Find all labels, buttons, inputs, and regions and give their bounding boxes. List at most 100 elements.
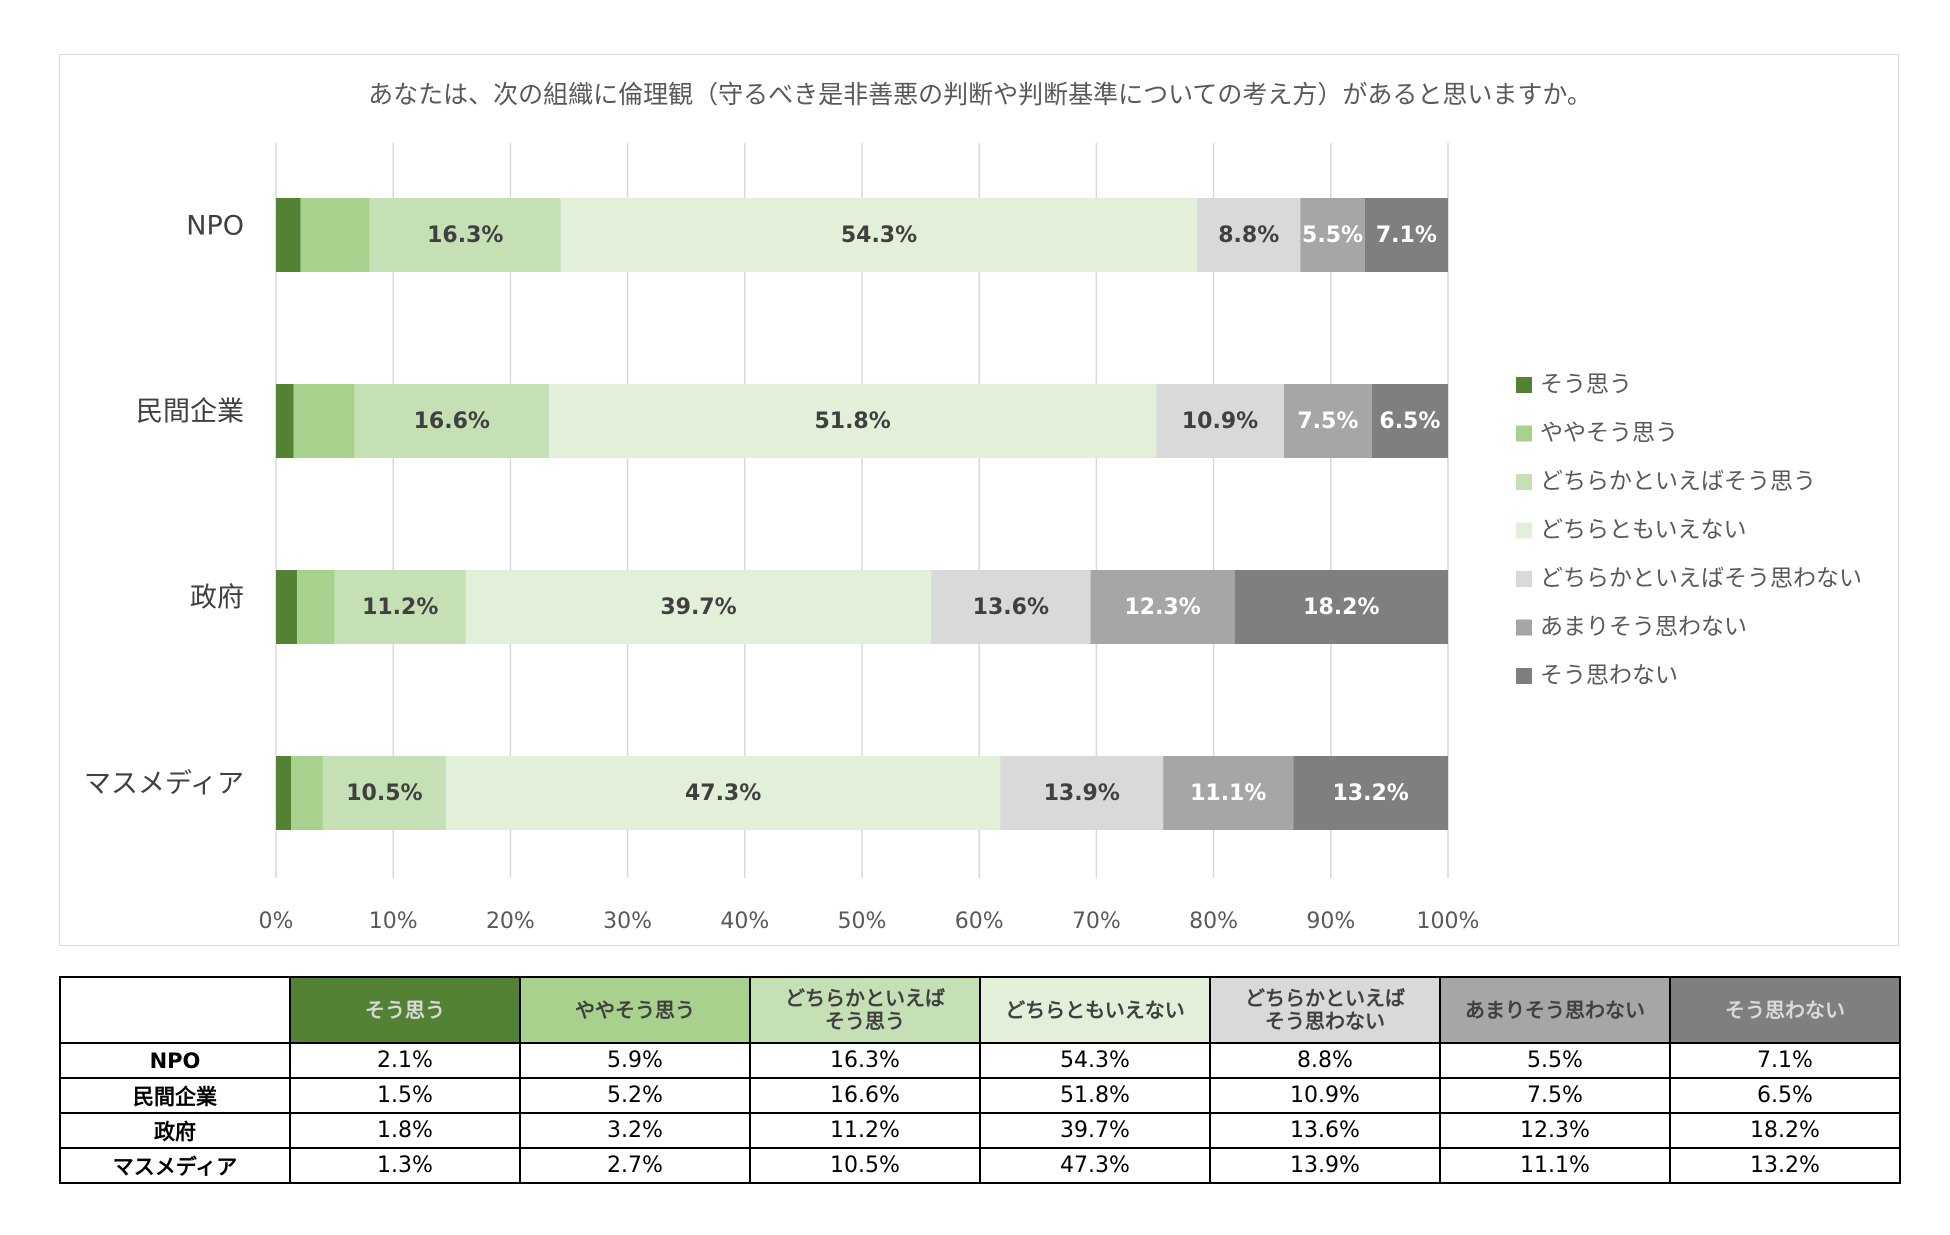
- x-tick-label: 70%: [1072, 909, 1121, 934]
- y-category-label: マスメディア: [84, 769, 244, 800]
- table-cell: 8.8%: [1209, 1042, 1441, 1079]
- data-label: 51.8%: [814, 409, 890, 434]
- legend-swatch: [1516, 474, 1532, 490]
- bar-segment: [1364, 198, 1448, 272]
- bar-segment: [354, 384, 550, 458]
- bar-segment: [1283, 384, 1372, 458]
- bar-segment: [465, 570, 932, 644]
- bar-segment: [369, 198, 561, 272]
- legend-swatch: [1516, 377, 1532, 393]
- data-table-header-cell: どちらかといえば そう思う: [749, 976, 981, 1044]
- legend-label: どちらかといえばそう思う: [1540, 469, 1816, 495]
- x-tick-label: 60%: [955, 909, 1004, 934]
- data-label: 7.5%: [1297, 409, 1358, 434]
- bar-segment: [1300, 198, 1365, 272]
- x-tick-label: 10%: [369, 909, 418, 934]
- table-cell: 47.3%: [979, 1147, 1211, 1184]
- data-table-header-cell: そう思う: [289, 976, 521, 1044]
- bar-segment: [297, 570, 335, 644]
- legend-label: そう思わない: [1540, 663, 1678, 689]
- table-cell: 11.1%: [1439, 1147, 1671, 1184]
- data-table-body: NPO 2.1% 5.9% 16.3% 54.3% 8.8% 5.5% 7.1% 民間企業 1.5…: [59, 1042, 1901, 1184]
- table-cell: 7.5%: [1439, 1077, 1671, 1114]
- legend-label: どちらかといえばそう思わない: [1540, 566, 1862, 592]
- x-tick-label: 20%: [486, 909, 535, 934]
- data-label: 54.3%: [841, 223, 917, 248]
- table-row: NPO 2.1% 5.9% 16.3% 54.3% 8.8% 5.5% 7.1%: [59, 1042, 1901, 1079]
- table-row-label: NPO: [59, 1042, 291, 1079]
- table-cell: 10.5%: [749, 1147, 981, 1184]
- legend-swatch: [1516, 571, 1532, 587]
- data-label: 18.2%: [1303, 595, 1379, 620]
- table-cell: 51.8%: [979, 1077, 1211, 1114]
- bar-segment: [276, 756, 292, 830]
- table-row-label: 民間企業: [59, 1077, 291, 1114]
- data-label: 39.7%: [660, 595, 736, 620]
- legend-label: ややそう思う: [1540, 420, 1678, 446]
- y-category-label: 民間企業: [136, 397, 244, 428]
- table-row-label: 政府: [59, 1112, 291, 1149]
- x-tick-label: 80%: [1189, 909, 1238, 934]
- bar-segment: [291, 756, 323, 830]
- bar-segment: [276, 570, 298, 644]
- x-tick-label: 30%: [603, 909, 652, 934]
- table-cell: 2.1%: [289, 1042, 521, 1079]
- data-table-header-cell: どちらかといえば そう思わない: [1209, 976, 1441, 1044]
- table-cell: 5.9%: [519, 1042, 751, 1079]
- bar-segment: [293, 384, 355, 458]
- table-cell: 54.3%: [979, 1042, 1211, 1079]
- table-cell: 16.3%: [749, 1042, 981, 1079]
- data-label: 7.1%: [1376, 223, 1437, 248]
- x-tick-label: 90%: [1306, 909, 1355, 934]
- table-cell: 11.2%: [749, 1112, 981, 1149]
- table-cell: 5.2%: [519, 1077, 751, 1114]
- data-label: 12.3%: [1124, 595, 1200, 620]
- table-row: マスメディア 1.3% 2.7% 10.5% 47.3% 13.9% 11.1% 13.2%: [59, 1147, 1901, 1184]
- table-cell: 18.2%: [1669, 1112, 1901, 1149]
- data-table-header-cell: そう思わない: [1669, 976, 1901, 1044]
- table-cell: 3.2%: [519, 1112, 751, 1149]
- table-cell: 5.5%: [1439, 1042, 1671, 1079]
- table-cell: 1.3%: [289, 1147, 521, 1184]
- data-table-corner-cell: [59, 976, 291, 1044]
- legend-swatch: [1516, 425, 1532, 442]
- x-tick-label: 100%: [1417, 909, 1480, 934]
- y-category-label: NPO: [186, 211, 244, 242]
- data-label: 16.3%: [427, 223, 503, 248]
- table-cell: 16.6%: [749, 1077, 981, 1114]
- table-cell: 2.7%: [519, 1147, 751, 1184]
- legend-swatch: [1516, 619, 1532, 636]
- data-label: 8.8%: [1218, 223, 1279, 248]
- table-cell: 7.1%: [1669, 1042, 1901, 1079]
- data-label: 6.5%: [1379, 409, 1440, 434]
- data-label: 13.9%: [1044, 781, 1120, 806]
- bar-segment: [560, 198, 1198, 272]
- table-row-label: マスメディア: [59, 1147, 291, 1184]
- table-cell: 13.6%: [1209, 1112, 1441, 1149]
- stacked-bar-chart: あなたは、次の組織に倫理観（守るべき是非善悪の判断や判断基準についての考え方）が…: [84, 80, 1862, 934]
- table-cell: 6.5%: [1669, 1077, 1901, 1114]
- legend-swatch: [1516, 668, 1532, 684]
- table-cell: 1.5%: [289, 1077, 521, 1114]
- data-table-header-row: そう思う ややそう思う どちらかといえば そう思う どちらともいえない どちらかといえば…: [59, 976, 1901, 1044]
- data-label: 13.2%: [1332, 781, 1408, 806]
- bar-segment: [276, 198, 301, 272]
- bar-segment: [1371, 384, 1448, 458]
- data-label: 10.9%: [1182, 409, 1258, 434]
- data-table: そう思う ややそう思う どちらかといえば そう思う どちらともいえない どちらかといえば…: [59, 976, 1901, 1184]
- x-tick-label: 0%: [259, 909, 294, 934]
- data-table-header-cell: どちらともいえない: [979, 976, 1211, 1044]
- legend-label: どちらともいえない: [1540, 517, 1747, 543]
- table-row: 民間企業 1.5% 5.2% 16.6% 51.8% 10.9% 7.5% 6.5%: [59, 1077, 1901, 1114]
- table-cell: 10.9%: [1209, 1077, 1441, 1114]
- chart-panel: あなたは、次の組織に倫理観（守るべき是非善悪の判断や判断基準についての考え方）が…: [59, 54, 1899, 946]
- data-table-header-cell: あまりそう思わない: [1439, 976, 1671, 1044]
- bar-segment: [931, 570, 1091, 644]
- legend-swatch: [1516, 522, 1532, 539]
- legend-label: そう思う: [1540, 372, 1632, 398]
- bar-segment: [549, 384, 1157, 458]
- table-cell: 13.2%: [1669, 1147, 1901, 1184]
- data-label: 47.3%: [685, 781, 761, 806]
- table-cell: 13.9%: [1209, 1147, 1441, 1184]
- bar-segment: [1163, 756, 1294, 830]
